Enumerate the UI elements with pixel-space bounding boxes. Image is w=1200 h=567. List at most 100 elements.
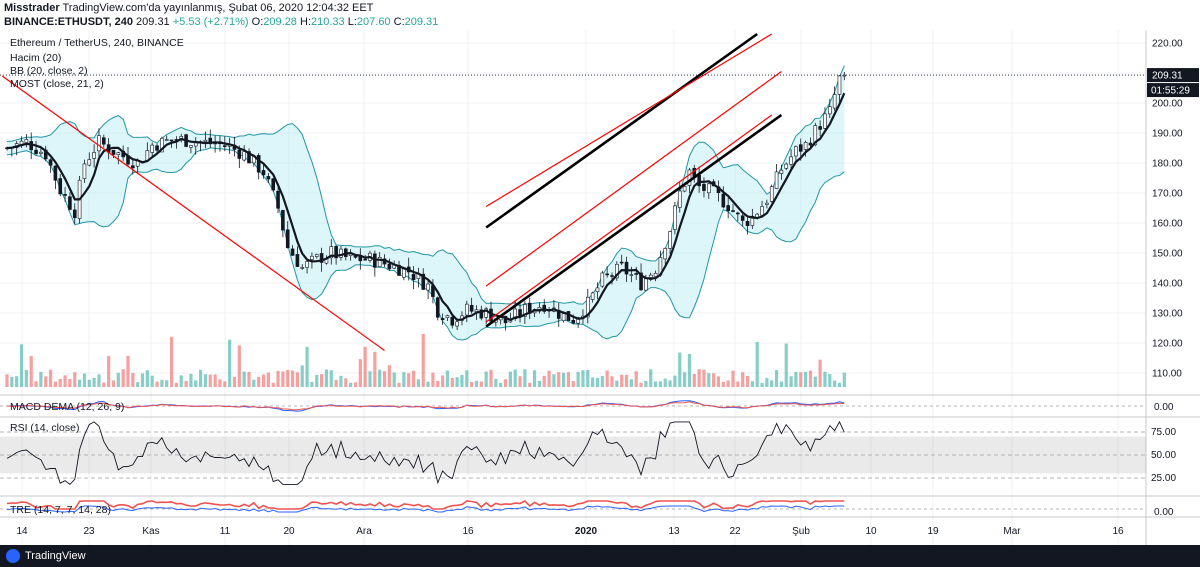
volume-bar [755,342,759,387]
candle-body [435,297,440,318]
volume-bar [373,351,377,387]
trendlines[interactable] [1,32,783,351]
volume-bar [658,381,662,387]
volume-bar [218,379,222,387]
candle-body [721,193,726,208]
candle-body [160,137,164,153]
volume-bar [237,345,241,387]
candle-body [774,171,779,189]
volume-bar [300,365,304,387]
volume-bar [494,378,498,387]
volume-bar [276,370,280,387]
volume-bar [407,373,411,387]
candle-body [48,159,53,166]
svg-text:25.00: 25.00 [1151,473,1176,484]
candle-body [595,287,600,293]
volume-bar [228,339,232,387]
volume-bar [242,371,246,387]
candle-body [339,248,343,258]
candle-body [39,151,43,154]
volume-bar [78,379,82,387]
candle-body [760,206,764,216]
volume-bar [10,376,14,387]
volume-bar [34,381,38,387]
candle-body [58,178,63,195]
volume-bar [465,370,469,387]
volume-bar [329,370,333,387]
candle-body [726,205,730,212]
volume-bar [523,369,527,387]
volume-bar [286,369,290,387]
volume-bar [673,375,677,387]
price-chart[interactable]: MACD DEMA (12, 26, 9) RSI (14, close) TR… [0,30,1200,545]
candle-body [150,144,154,153]
candle-body [72,209,77,219]
volume-bar [837,382,842,387]
volume-bar [499,382,503,387]
candle-body [334,246,338,259]
svg-text:209.31: 209.31 [1152,71,1183,82]
volume-bar [232,376,237,387]
chart-header: Misstrader TradingView.com'da yayınlanmı… [0,0,1200,30]
ohlc-h-label: H: [300,16,311,28]
volume-bar [155,381,159,387]
candle-body [285,229,290,248]
volume-bar [44,376,48,387]
volume-bar [789,376,793,387]
candle-body [300,267,305,269]
most-line [6,92,846,322]
volume-bar [160,379,164,387]
trendline-red [485,114,773,323]
candle-body [823,113,827,129]
volume-bar [678,352,682,387]
volume-bar [508,371,512,387]
candle-body [256,155,261,173]
price-tick-label: 170.00 [1152,189,1183,200]
volume-bar [542,375,546,387]
legend-most: MOST (close, 21, 2) [10,78,104,90]
volume-bar [774,370,779,387]
volume-bar [252,379,256,387]
brand-name[interactable]: TradingView [25,550,86,562]
candle-body [484,308,488,318]
volume-bar [479,381,483,387]
volume-bar [194,380,198,387]
candle-body [818,126,822,130]
ohlc-o-label: O: [251,16,264,28]
candle-body [668,231,672,249]
time-axis[interactable]: 14 23 Kas 11 20 Ara 16 2020 13 22 Şub 10 19 Mar 16 [16,526,1124,537]
macd-label: MACD DEMA (12, 26, 9) [10,401,124,413]
symbol-label: BINANCE:ETHUSDT, 240 [4,16,133,28]
legend: Ethereum / TetherUS, 240, BINANCE Hacim … [10,37,184,90]
volume-bar [610,376,614,387]
candle-body [779,169,784,174]
volume-bar [111,380,116,387]
volume-bar [770,380,774,387]
time-tick-label: Şub [792,526,810,537]
volume-bar [184,380,188,387]
rsi-label: RSI (14, close) [10,422,79,434]
ohlc-o-value: 209.28 [263,16,297,28]
volume-bar [808,370,813,387]
volume-bar [140,373,145,387]
candle-body [305,261,309,268]
candle-body [131,165,135,169]
volume-bar [131,373,135,387]
candle-body [266,176,271,180]
author-name[interactable]: Misstrader [4,2,60,14]
rsi-pane: RSI (14, close) [0,420,1146,486]
candle-body [663,248,668,260]
candle-body [740,215,745,221]
volume-bar [591,377,595,387]
volume-bar [600,375,604,387]
volume-bar [92,377,96,387]
volume-bar [489,369,493,387]
candle-body [242,151,246,161]
volume-bar [842,372,846,387]
candle-body [63,194,67,196]
candle-body [329,246,334,259]
candle-body [479,309,484,319]
svg-text:50.00: 50.00 [1151,450,1176,461]
volume-bar [344,378,348,387]
svg-text:01:55:29: 01:55:29 [1151,86,1190,97]
